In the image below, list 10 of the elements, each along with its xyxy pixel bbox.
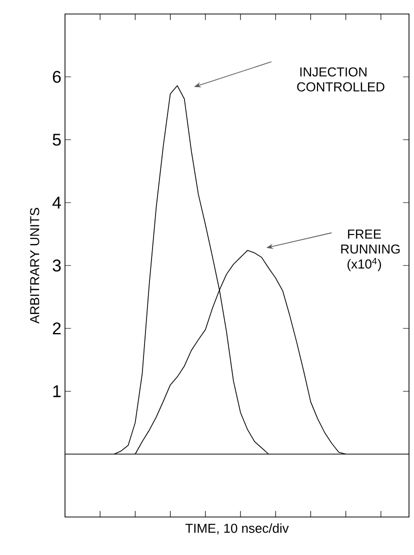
- y-tick-label: 5: [52, 134, 61, 146]
- y-tick-label: 2: [52, 322, 61, 334]
- x-axis-title: TIME, 10 nsec/div: [185, 523, 289, 534]
- y-tick-label: 6: [52, 70, 61, 83]
- y-tick-label: 1: [53, 385, 61, 398]
- y-axis-title: ARBITRARY UNITS: [30, 208, 40, 324]
- annotation: FREE RUNNING (x10$^{4}$): [341, 230, 400, 272]
- y-tick-label: 3: [52, 260, 61, 272]
- annotation: INJECTION CONTROLLED: [297, 67, 384, 92]
- y-tick-label: 4: [52, 196, 61, 208]
